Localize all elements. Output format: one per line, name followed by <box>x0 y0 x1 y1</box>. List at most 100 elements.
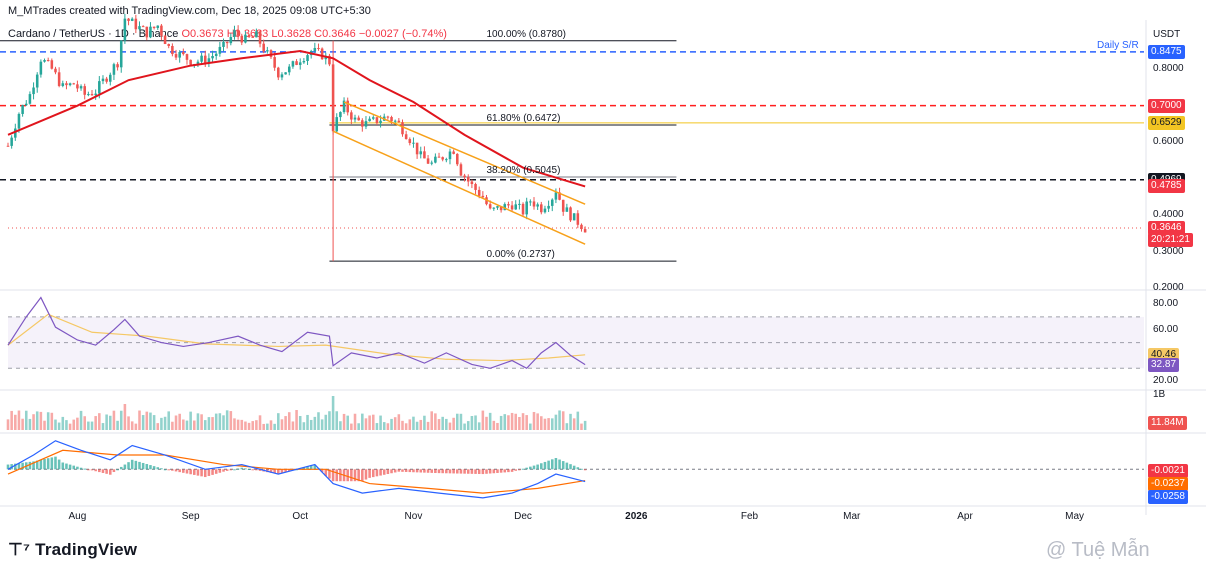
macd-histogram-bar <box>39 459 43 470</box>
candle-body <box>565 207 569 212</box>
volume-bar <box>580 423 583 430</box>
candle-body <box>434 156 437 163</box>
rsi-ma-line <box>7 313 586 362</box>
macd-histogram-bar <box>386 469 390 475</box>
candle-body <box>167 44 170 46</box>
volume-bar <box>233 418 236 430</box>
volume-bar <box>576 411 580 430</box>
candle-body <box>83 86 86 95</box>
macd-histogram-bar <box>101 469 105 473</box>
volume-bar <box>116 420 119 430</box>
volume-bar <box>540 416 543 430</box>
macd-histogram-bar <box>32 461 35 470</box>
macd-histogram-bar <box>284 469 287 473</box>
macd-histogram-bar <box>138 461 141 470</box>
candle-body <box>87 94 90 96</box>
macd-histogram-bar <box>525 467 528 470</box>
macd-histogram-bar <box>65 463 68 470</box>
candle-body <box>291 61 295 67</box>
volume-bar <box>510 412 514 430</box>
macd-histogram-bar <box>404 469 408 472</box>
volume-bar <box>295 410 298 430</box>
volume-bar <box>163 416 167 430</box>
volume-bar <box>492 420 496 430</box>
volume-bar <box>112 410 116 430</box>
volume-bar <box>167 411 170 430</box>
candle-body <box>65 83 68 86</box>
volume-bar <box>306 414 309 430</box>
volume-bar <box>342 413 346 430</box>
volume-bar <box>298 416 302 430</box>
macd-histogram-bar <box>507 469 510 473</box>
candle-body <box>298 62 302 65</box>
macd-histogram-bar <box>426 469 430 473</box>
macd-histogram-bar <box>583 469 587 471</box>
candle-body <box>262 43 265 52</box>
volume-bar <box>32 414 35 430</box>
volume-bar <box>178 413 181 430</box>
macd-histogram-bar <box>379 469 382 476</box>
macd-histogram-bar <box>448 469 452 474</box>
volume-pane <box>6 396 587 430</box>
volume-bar <box>229 411 233 430</box>
macd-histogram-bar <box>339 469 342 482</box>
macd-histogram-bar <box>375 469 379 477</box>
falling-channel-lower <box>332 130 586 245</box>
volume-bar <box>485 416 488 430</box>
candle-body <box>222 41 225 47</box>
macd-histogram-bar <box>273 469 276 474</box>
candle-body <box>266 50 269 52</box>
macd-histogram-bar <box>46 458 50 470</box>
macd-histogram-bar <box>419 469 423 473</box>
candle-body <box>119 40 123 68</box>
macd-histogram-bar <box>364 469 368 480</box>
candle-body <box>368 118 371 122</box>
macd-histogram-bar <box>481 469 485 475</box>
volume-bar <box>466 421 470 430</box>
macd-histogram-bar <box>28 461 32 470</box>
volume-bar <box>452 417 455 430</box>
macd-histogram-bar <box>68 464 72 470</box>
candle-body <box>572 213 576 221</box>
candle-body <box>284 72 287 75</box>
candle-body <box>350 112 353 120</box>
macd-histogram-bar <box>320 469 324 473</box>
volume-bar <box>203 420 207 430</box>
candle-body <box>174 54 178 58</box>
macd-histogram-bar <box>149 465 152 470</box>
volume-bar <box>24 410 28 430</box>
macd-histogram-bar <box>229 469 233 471</box>
candle-body <box>412 142 415 144</box>
candle-body <box>6 145 10 147</box>
macd-histogram-bar <box>182 469 185 473</box>
macd-histogram-bar <box>258 469 262 471</box>
volume-bar <box>397 414 401 430</box>
candle-body <box>525 201 528 215</box>
volume-bar <box>35 411 39 430</box>
candle-body <box>459 164 463 176</box>
macd-histogram-bar <box>499 469 503 473</box>
macd-histogram-bar <box>470 469 474 474</box>
candle-body <box>17 113 21 129</box>
macd-histogram-bar <box>408 469 412 473</box>
candle-body <box>258 31 262 44</box>
volume-bar <box>83 416 86 430</box>
macd-histogram-bar <box>397 469 401 472</box>
candle-body <box>171 45 174 55</box>
tradingview-logo[interactable]: ⊤⁷ TradingView <box>8 540 137 560</box>
candle-body <box>14 128 17 138</box>
macd-histogram-bar <box>196 469 200 476</box>
volume-bar <box>437 419 441 430</box>
candle-body <box>379 120 382 124</box>
macd-histogram-bar <box>240 467 244 470</box>
macd-histogram-bar <box>61 462 65 470</box>
candle-body <box>521 203 525 215</box>
volume-bar <box>488 412 492 430</box>
candle-body <box>390 117 393 122</box>
macd-histogram-bar <box>130 459 134 470</box>
candle-body <box>182 52 185 55</box>
volume-bar <box>554 414 558 430</box>
falling-channel-upper <box>343 101 586 205</box>
volume-bar <box>317 412 320 430</box>
